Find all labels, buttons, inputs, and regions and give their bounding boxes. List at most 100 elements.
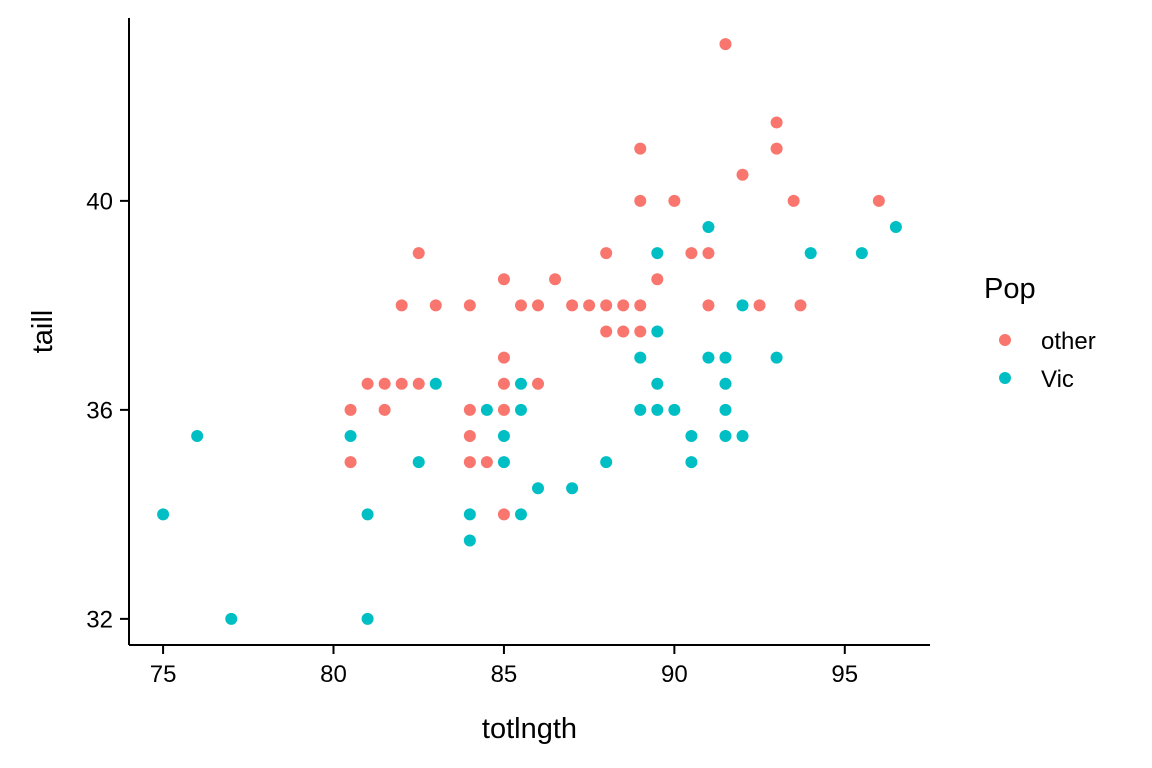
data-point-other: [532, 378, 544, 390]
data-point-other: [702, 247, 714, 259]
y-axis-title: taill: [27, 310, 59, 354]
data-point-vic: [481, 404, 493, 416]
data-point-vic: [464, 508, 476, 520]
data-point-vic: [532, 482, 544, 494]
data-point-other: [634, 299, 646, 311]
data-point-vic: [515, 508, 527, 520]
data-point-other: [651, 273, 663, 285]
legend-key-other: [999, 334, 1011, 346]
data-point-other: [464, 404, 476, 416]
data-point-other: [515, 299, 527, 311]
x-axis-title: totlngth: [482, 713, 577, 745]
data-point-vic: [600, 456, 612, 468]
data-point-vic: [668, 404, 680, 416]
x-tick-label: 95: [831, 661, 858, 688]
legend-title: Pop: [984, 273, 1036, 305]
legend-label-other: other: [1041, 328, 1096, 355]
data-point-other: [600, 326, 612, 338]
x-tick-label: 75: [150, 661, 177, 688]
data-point-vic: [702, 352, 714, 364]
data-point-other: [600, 299, 612, 311]
data-point-other: [464, 430, 476, 442]
data-point-vic: [719, 404, 731, 416]
y-tick-label: 36: [86, 397, 113, 424]
y-tick-label: 40: [86, 188, 113, 215]
data-point-other: [873, 195, 885, 207]
data-point-other: [719, 38, 731, 50]
data-point-vic: [566, 482, 578, 494]
data-point-other: [498, 508, 510, 520]
data-point-other: [702, 299, 714, 311]
legend: Pop other Vic: [984, 273, 1096, 393]
y-axis-ticks: 32 36 40: [86, 188, 129, 633]
data-point-other: [771, 117, 783, 129]
data-point-vic: [719, 430, 731, 442]
data-point-other: [532, 299, 544, 311]
data-point-vic: [515, 404, 527, 416]
data-point-vic: [191, 430, 203, 442]
data-point-vic: [430, 378, 442, 390]
data-point-other: [464, 456, 476, 468]
data-point-other: [549, 273, 561, 285]
data-point-other: [413, 378, 425, 390]
data-point-other: [583, 299, 595, 311]
data-point-vic: [805, 247, 817, 259]
data-point-vic: [515, 378, 527, 390]
data-point-vic: [651, 247, 663, 259]
data-point-vic: [413, 456, 425, 468]
data-point-vic: [498, 430, 510, 442]
data-point-vic: [651, 404, 663, 416]
data-point-vic: [890, 221, 902, 233]
data-point-other: [379, 378, 391, 390]
data-point-other: [634, 195, 646, 207]
data-point-vic: [634, 404, 646, 416]
y-tick-label: 32: [86, 606, 113, 633]
data-point-other: [754, 299, 766, 311]
data-point-vic: [362, 508, 374, 520]
x-tick-label: 85: [491, 661, 518, 688]
data-point-other: [737, 169, 749, 181]
data-point-other: [685, 247, 697, 259]
data-point-other: [481, 456, 493, 468]
data-point-vic: [498, 456, 510, 468]
data-point-vic: [345, 430, 357, 442]
data-point-other: [794, 299, 806, 311]
data-point-other: [413, 247, 425, 259]
data-point-other: [771, 143, 783, 155]
data-point-other: [362, 378, 374, 390]
data-point-other: [396, 299, 408, 311]
data-point-vic: [685, 430, 697, 442]
data-point-vic: [719, 352, 731, 364]
data-point-other: [617, 299, 629, 311]
data-point-vic: [225, 613, 237, 625]
data-point-other: [379, 404, 391, 416]
data-point-vic: [362, 613, 374, 625]
data-point-other: [498, 352, 510, 364]
data-point-other: [788, 195, 800, 207]
data-point-other: [430, 299, 442, 311]
data-point-other: [634, 143, 646, 155]
data-point-other: [617, 326, 629, 338]
x-axis-ticks: 75 80 85 90 95: [150, 645, 858, 688]
data-point-other: [345, 404, 357, 416]
legend-label-vic: Vic: [1041, 366, 1074, 393]
data-point-other: [600, 247, 612, 259]
data-point-vic: [464, 535, 476, 547]
data-point-vic: [856, 247, 868, 259]
x-tick-label: 80: [320, 661, 347, 688]
legend-key-vic: [999, 372, 1011, 384]
data-point-vic: [719, 378, 731, 390]
data-point-vic: [651, 378, 663, 390]
data-point-other: [668, 195, 680, 207]
data-point-other: [396, 378, 408, 390]
data-point-other: [464, 299, 476, 311]
data-point-vic: [702, 221, 714, 233]
data-point-other: [345, 456, 357, 468]
data-point-other: [634, 326, 646, 338]
data-point-vic: [157, 508, 169, 520]
data-point-vic: [737, 299, 749, 311]
data-point-vic: [771, 352, 783, 364]
x-tick-label: 90: [661, 661, 688, 688]
data-point-vic: [685, 456, 697, 468]
data-point-other: [498, 378, 510, 390]
